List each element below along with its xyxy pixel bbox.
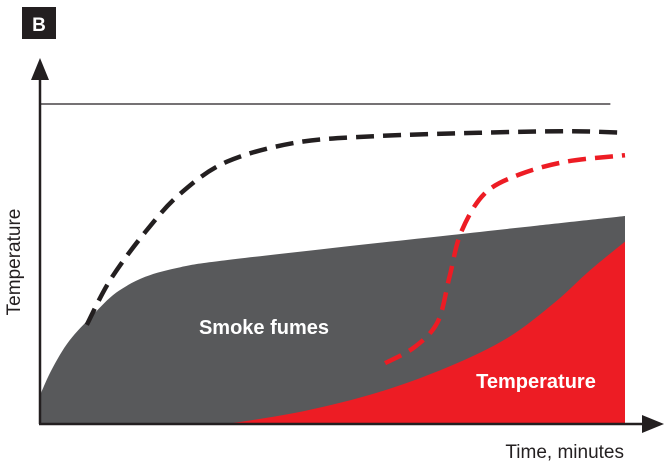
area-label-smoke-fumes: Smoke fumes <box>199 317 329 339</box>
x-axis-arrow <box>642 415 664 433</box>
lines-layer <box>84 128 626 366</box>
temperature-area <box>227 241 625 424</box>
areas-layer <box>40 216 625 424</box>
y-axis-arrow <box>31 58 49 80</box>
area-label-temperature: Temperature <box>476 371 596 393</box>
black-dashed-line <box>84 128 626 326</box>
panel-label-box <box>22 7 56 39</box>
panel-label: B <box>32 15 46 36</box>
x-axis-label: Time, minutes <box>505 442 624 463</box>
y-axis <box>31 58 49 424</box>
x-axis <box>39 415 664 433</box>
y-axis-label: Temperature <box>4 209 25 316</box>
red-dashed-line <box>384 152 626 366</box>
panel-label-badge: B <box>22 7 56 39</box>
